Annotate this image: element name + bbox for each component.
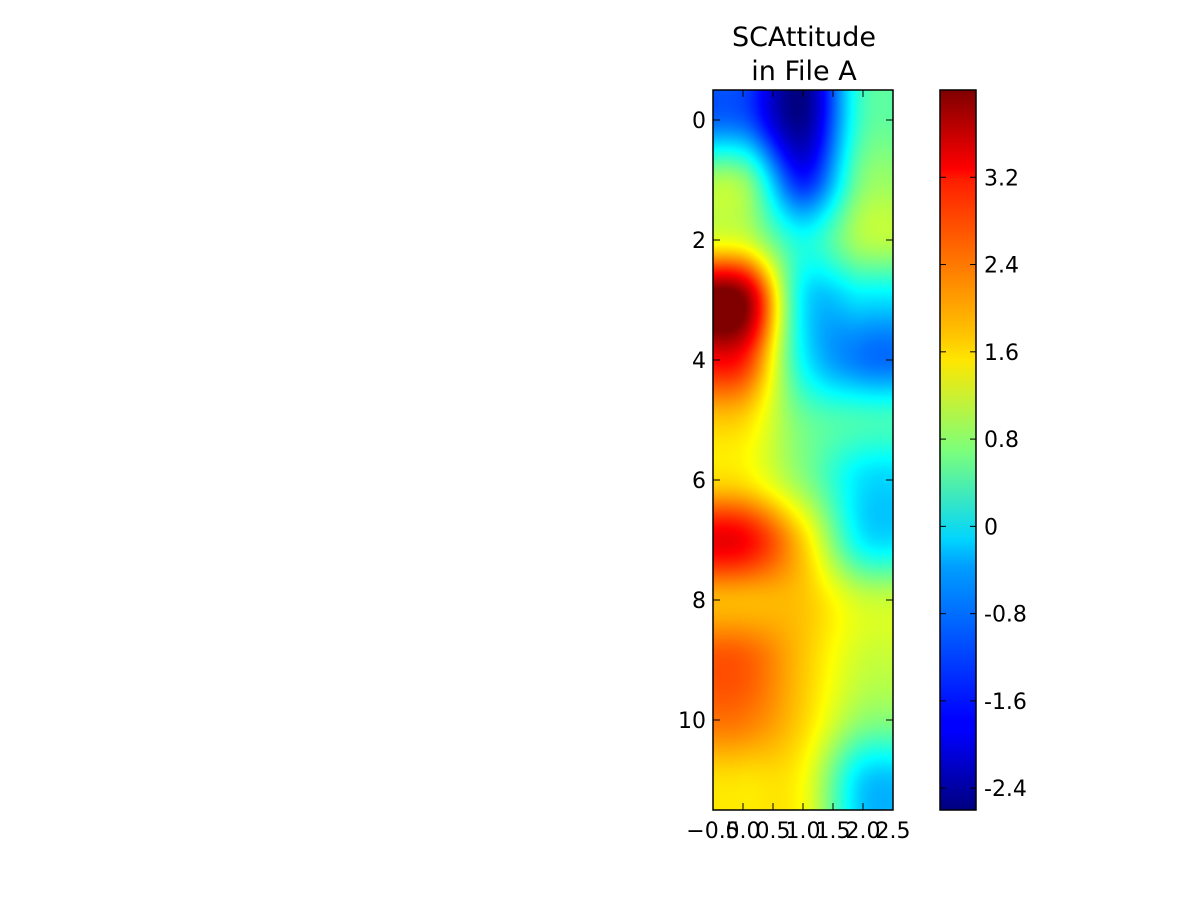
x-tick-label: 0.0 xyxy=(726,819,761,844)
y-tick-label: 8 xyxy=(692,589,706,614)
chart-title-line-1: SCAttitude xyxy=(732,22,876,53)
y-tick-label: 2 xyxy=(692,229,706,254)
x-tick-label: 1.0 xyxy=(786,819,821,844)
colorbar-ticks: -2.4 -1.6 -0.8 0 0.8 1.6 2.4 3.2 xyxy=(940,166,1027,802)
heatmap-image xyxy=(713,90,893,810)
colorbar-tick-label: -0.8 xyxy=(984,603,1027,628)
colorbar-tick-label: 3.2 xyxy=(984,166,1019,191)
x-tick-label: 2.0 xyxy=(846,819,881,844)
x-tick-label: 1.5 xyxy=(816,819,851,844)
colorbar-tick-label: 1.6 xyxy=(984,341,1019,366)
y-tick-label: 0 xyxy=(692,109,706,134)
y-tick-label: 6 xyxy=(692,469,706,494)
colorbar-tick-label: 0.8 xyxy=(984,428,1019,453)
y-axis-ticks: 0 2 4 6 8 10 xyxy=(678,109,893,734)
x-tick-label: 0.5 xyxy=(756,819,791,844)
chart-title-line-2: in File A xyxy=(751,56,857,87)
colorbar-tick-label: 2.4 xyxy=(984,254,1019,279)
colorbar: -2.4 -1.6 -0.8 0 0.8 1.6 2.4 3.2 xyxy=(939,89,1027,811)
y-tick-label: 10 xyxy=(678,709,706,734)
colorbar-tick-label: -2.4 xyxy=(984,777,1027,802)
colorbar-tick-label: -1.6 xyxy=(984,690,1027,715)
heatmap-plot: 0 2 4 6 8 10 −0.50.00.51.01.52.02.5 xyxy=(678,89,911,844)
x-axis-ticks: −0.50.00.51.01.52.02.5 xyxy=(686,90,911,844)
colorbar-tick-label: 0 xyxy=(984,515,998,540)
colorbar-gradient xyxy=(939,89,977,811)
x-tick-label: 2.5 xyxy=(876,819,911,844)
x-tick-label: −0.5 xyxy=(686,819,739,844)
y-tick-label: 4 xyxy=(692,349,706,374)
